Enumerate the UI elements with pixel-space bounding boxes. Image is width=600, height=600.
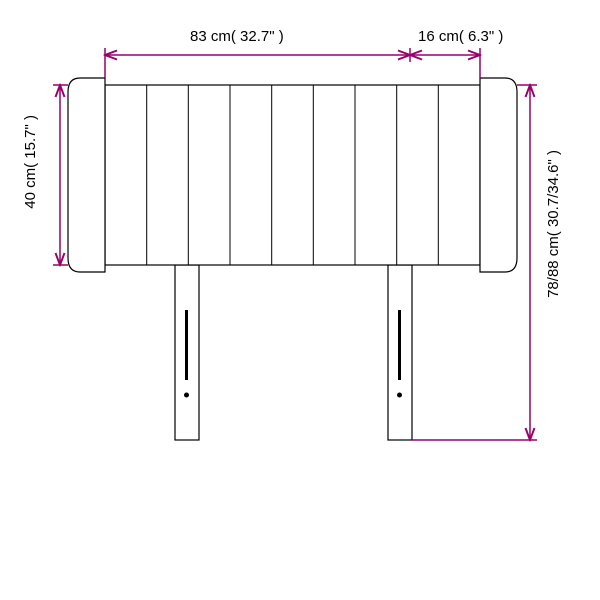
label-top-side: 16 cm( 6.3" ) [418, 28, 503, 45]
label-right-total: 78/88 cm( 30.7/34.6" ) [545, 150, 562, 298]
side-cap-left [68, 78, 105, 272]
label-top-main: 83 cm( 32.7" ) [190, 28, 284, 45]
dimension-top-side [410, 48, 480, 78]
diagram-container: 83 cm( 32.7" ) 16 cm( 6.3" ) 40 cm( 15.7… [0, 0, 600, 600]
dimension-left-height [53, 85, 68, 265]
side-cap-right [480, 78, 517, 272]
dimension-top-main [105, 48, 410, 78]
leg-left [175, 265, 199, 440]
headboard-drawing [0, 0, 600, 600]
leg-right [388, 265, 412, 440]
label-left-height: 40 cm( 15.7" ) [22, 115, 39, 209]
headboard-body [105, 85, 480, 265]
